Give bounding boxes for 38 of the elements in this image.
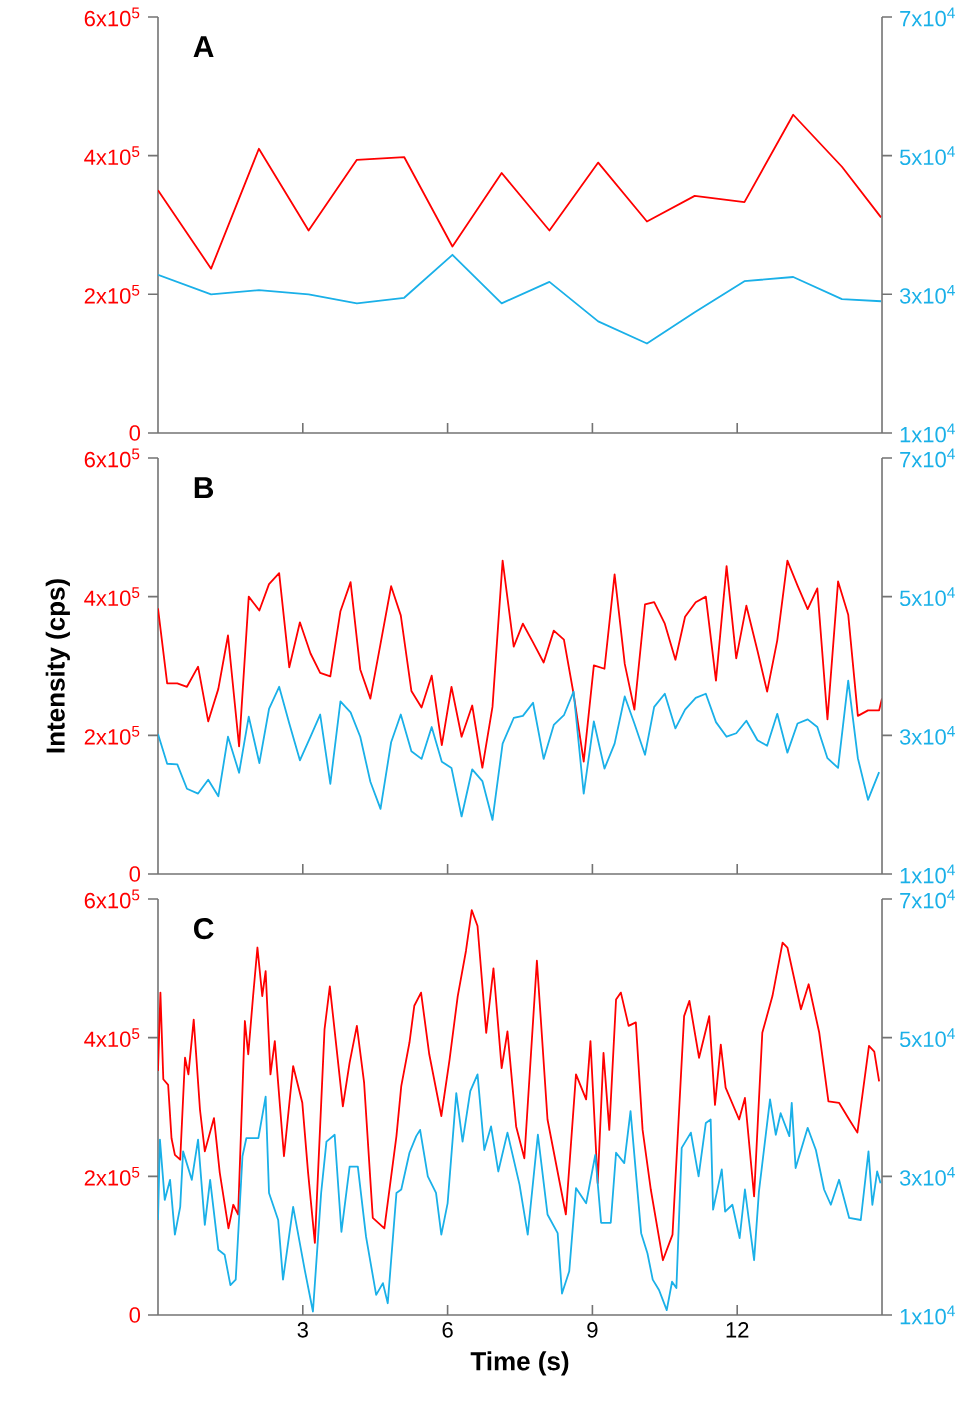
y-tick-label: 6x10$^{5}$: [84, 448, 140, 468]
y-tick-label: 4x10$^{5}$: [84, 587, 140, 607]
y2-tick-label: 5x10$^{4}$: [899, 146, 955, 166]
y2-tick-label: 7x10$^{4}$: [900, 889, 955, 909]
y-tick-label: 4x10$^{5}$: [84, 146, 140, 166]
x-tick-label: 3: [297, 1322, 308, 1338]
chart-title: A: [193, 36, 214, 57]
y-tick-label: 0: [129, 425, 141, 441]
y-tick-label: 2x10$^{5}$: [84, 284, 140, 304]
x-tick-label: 9: [587, 1322, 598, 1338]
y2-tick-label: 3x10$^{4}$: [899, 1166, 955, 1186]
y2-tick-label: 1x10$^{4}$: [900, 423, 955, 443]
line-series: [158, 559, 882, 769]
y2-tick-label: 3x10$^{4}$: [899, 284, 955, 304]
line-series: [158, 113, 882, 270]
y2-tick-label: 5x10$^{4}$: [899, 1028, 955, 1048]
chart-title: B: [194, 477, 214, 498]
y2-tick-label: 7x10$^{4}$: [900, 7, 955, 27]
x-axis-title: Time (s): [470, 1351, 569, 1376]
y-tick-label: 0: [129, 1307, 141, 1323]
y-tick-label: 0: [129, 866, 141, 882]
y-axis-title: Intensity (cps): [45, 579, 70, 753]
y-tick-label: 2x10$^{5}$: [84, 1166, 140, 1186]
x-tick-label: 6: [442, 1322, 453, 1338]
y-tick-label: 6x10$^{5}$: [84, 7, 140, 27]
y2-tick-label: 7x10$^{4}$: [900, 448, 955, 468]
x-tick-label: 12: [726, 1322, 749, 1338]
y2-tick-label: 5x10$^{4}$: [899, 587, 955, 607]
y2-tick-label: 1x10$^{4}$: [900, 1305, 955, 1325]
line-series: [158, 679, 881, 821]
chart-title: C: [194, 917, 214, 940]
line-series: [158, 253, 882, 345]
y-tick-label: 2x10$^{5}$: [84, 725, 140, 745]
line-series: [158, 909, 881, 1262]
y-tick-label: 4x10$^{5}$: [84, 1028, 140, 1048]
y-tick-label: 6x10$^{5}$: [84, 889, 140, 909]
y2-tick-label: 1x10$^{4}$: [900, 864, 955, 884]
y2-tick-label: 3x10$^{4}$: [899, 725, 955, 745]
